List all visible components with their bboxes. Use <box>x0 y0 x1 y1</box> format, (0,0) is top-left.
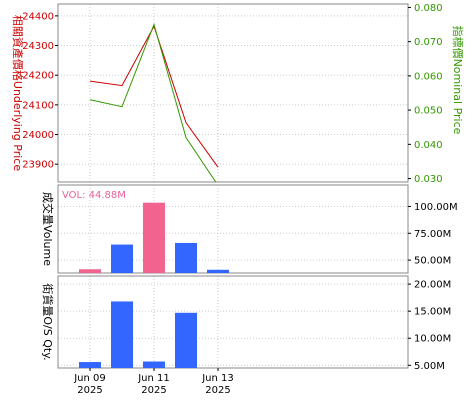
os-qty-bars <box>79 301 197 368</box>
left-tick-label: 24000 <box>22 130 54 141</box>
volume-bars <box>79 202 229 273</box>
os-qty-axis-title: 街貨量O/S Qty. <box>41 283 55 360</box>
right-tick-label: 20.00M <box>414 280 451 291</box>
price-panel-frame <box>57 3 409 183</box>
x-tick-label: Jun 09 <box>73 373 106 384</box>
left-tick-label: 24300 <box>22 41 54 52</box>
x-tick-year: 2025 <box>205 385 230 396</box>
volume-panel-frame <box>57 184 409 274</box>
os-qty-bar <box>111 301 133 368</box>
volume-bar <box>175 242 197 273</box>
right-tick-label: 0.050 <box>414 106 443 117</box>
volume-annotation: VOL: 44.88M <box>62 190 126 201</box>
right-tick-label: 15.00M <box>414 307 451 318</box>
os-qty-bar <box>79 362 101 368</box>
volume-bar <box>111 244 133 273</box>
x-tick-label: Jun 13 <box>201 373 234 384</box>
left-tick-label: 24100 <box>22 100 54 111</box>
os-qty-panel-frame <box>57 275 409 369</box>
left-axis-title: 相關資產價格Underlying Price <box>11 15 25 171</box>
volume-axis-title: 成交量Volume <box>41 192 55 266</box>
right-tick-label: 10.00M <box>414 334 451 345</box>
volume-bar <box>79 269 101 273</box>
left-tick-label: 23900 <box>22 160 54 171</box>
right-tick-label: 75.00M <box>414 229 451 240</box>
x-tick-year: 2025 <box>77 385 102 396</box>
right-tick-label: 5.00M <box>414 361 445 372</box>
x-tick-label: Jun 11 <box>137 373 170 384</box>
right-tick-label: 50.00M <box>414 256 451 267</box>
left-tick-label: 24200 <box>22 71 54 82</box>
right-tick-label: 0.080 <box>414 3 443 14</box>
right-tick-label: 0.030 <box>414 174 443 185</box>
nominal-price-line <box>89 22 217 182</box>
underlying-price-line <box>89 25 219 168</box>
right-tick-label: 0.070 <box>414 37 443 48</box>
os-qty-bar <box>143 361 165 368</box>
right-tick-label: 100.00M <box>414 202 458 213</box>
right-axis-title: 指標價Nominal Price <box>451 26 465 135</box>
volume-bar <box>143 202 165 273</box>
left-tick-label: 24400 <box>22 11 54 22</box>
os-qty-bar <box>175 312 197 368</box>
volume-bar <box>207 269 229 273</box>
grid <box>58 4 408 368</box>
price-lines <box>89 22 219 182</box>
right-tick-label: 0.040 <box>414 140 443 151</box>
right-tick-label: 0.060 <box>414 71 443 82</box>
x-tick-year: 2025 <box>141 385 166 396</box>
